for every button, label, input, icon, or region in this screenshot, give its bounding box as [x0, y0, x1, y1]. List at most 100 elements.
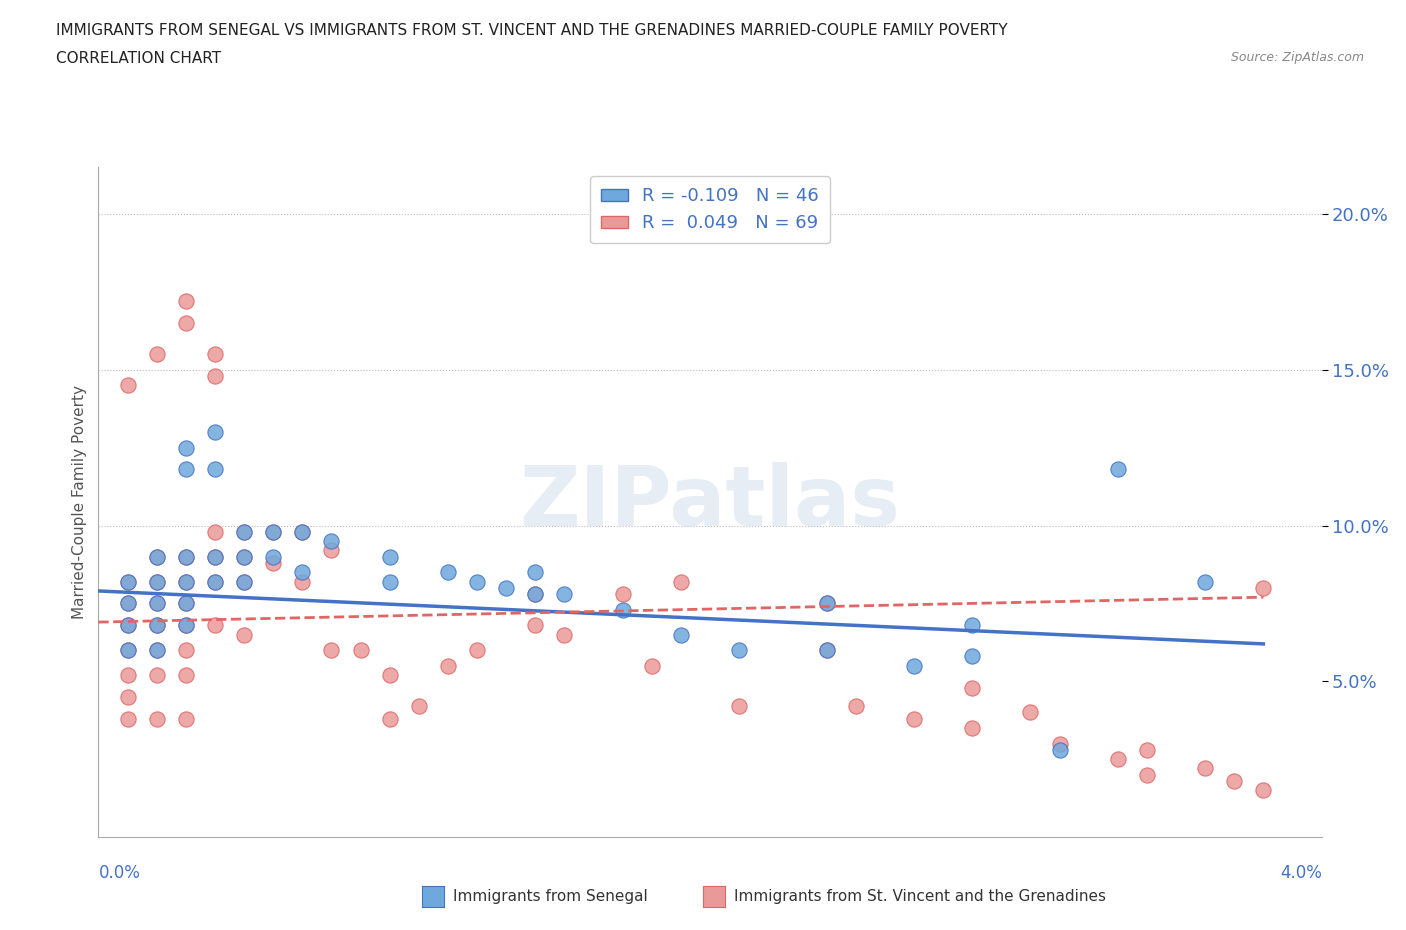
- Point: [174, 574, 197, 589]
- Point: [524, 565, 547, 579]
- Point: [641, 658, 664, 673]
- Text: IMMIGRANTS FROM SENEGAL VS IMMIGRANTS FROM ST. VINCENT AND THE GRENADINES MARRIE: IMMIGRANTS FROM SENEGAL VS IMMIGRANTS FR…: [56, 23, 1008, 38]
- Point: [204, 347, 226, 362]
- Point: [117, 574, 139, 589]
- Point: [349, 643, 371, 658]
- Point: [233, 574, 256, 589]
- Point: [262, 525, 284, 539]
- Point: [728, 698, 751, 713]
- Point: [145, 550, 167, 565]
- Point: [524, 618, 547, 632]
- Point: [960, 649, 983, 664]
- Point: [233, 525, 256, 539]
- Point: [960, 680, 983, 695]
- Point: [903, 711, 925, 726]
- Point: [145, 596, 167, 611]
- Point: [1136, 767, 1159, 782]
- Point: [815, 643, 838, 658]
- Y-axis label: Married-Couple Family Poverty: Married-Couple Family Poverty: [72, 385, 87, 619]
- Point: [1049, 737, 1071, 751]
- Point: [174, 596, 197, 611]
- Point: [612, 587, 634, 602]
- Point: [291, 574, 314, 589]
- Point: [145, 618, 167, 632]
- Point: [204, 525, 226, 539]
- Point: [378, 550, 401, 565]
- Point: [117, 643, 139, 658]
- Point: [378, 574, 401, 589]
- Point: [145, 668, 167, 683]
- Point: [174, 550, 197, 565]
- Point: [204, 618, 226, 632]
- Point: [174, 711, 197, 726]
- Point: [174, 574, 197, 589]
- Point: [117, 596, 139, 611]
- Point: [378, 668, 401, 683]
- Point: [1194, 574, 1216, 589]
- Point: [117, 596, 139, 611]
- Point: [960, 721, 983, 736]
- Point: [262, 555, 284, 570]
- Point: [408, 698, 430, 713]
- Point: [291, 525, 314, 539]
- Point: [815, 643, 838, 658]
- Point: [815, 596, 838, 611]
- Point: [145, 347, 167, 362]
- Point: [1049, 742, 1071, 757]
- Point: [233, 525, 256, 539]
- Point: [204, 574, 226, 589]
- Text: 0.0%: 0.0%: [98, 864, 141, 882]
- Point: [145, 643, 167, 658]
- Point: [117, 574, 139, 589]
- Point: [204, 462, 226, 477]
- Text: Immigrants from St. Vincent and the Grenadines: Immigrants from St. Vincent and the Gren…: [734, 889, 1107, 904]
- Point: [145, 574, 167, 589]
- Point: [378, 711, 401, 726]
- Point: [1194, 761, 1216, 776]
- Point: [145, 711, 167, 726]
- Point: [437, 565, 460, 579]
- Point: [291, 525, 314, 539]
- Point: [1223, 774, 1246, 789]
- Point: [174, 440, 197, 455]
- Point: [437, 658, 460, 673]
- Point: [174, 462, 197, 477]
- Point: [1019, 705, 1042, 720]
- Point: [495, 580, 517, 595]
- Text: Source: ZipAtlas.com: Source: ZipAtlas.com: [1230, 51, 1364, 64]
- Point: [174, 596, 197, 611]
- Point: [204, 425, 226, 440]
- Point: [145, 596, 167, 611]
- Text: ZIPatlas: ZIPatlas: [520, 461, 900, 543]
- Point: [174, 618, 197, 632]
- Point: [1253, 580, 1275, 595]
- Point: [233, 627, 256, 642]
- Point: [117, 618, 139, 632]
- Point: [233, 550, 256, 565]
- Point: [524, 587, 547, 602]
- Point: [233, 550, 256, 565]
- Point: [465, 643, 488, 658]
- Point: [233, 574, 256, 589]
- Point: [465, 574, 488, 589]
- Point: [321, 543, 343, 558]
- Point: [145, 574, 167, 589]
- Point: [145, 550, 167, 565]
- Point: [728, 643, 751, 658]
- Point: [204, 574, 226, 589]
- Point: [117, 618, 139, 632]
- Point: [1107, 751, 1129, 766]
- Point: [204, 550, 226, 565]
- Point: [117, 643, 139, 658]
- Text: 4.0%: 4.0%: [1279, 864, 1322, 882]
- Point: [174, 550, 197, 565]
- Point: [117, 378, 139, 392]
- Point: [117, 668, 139, 683]
- Point: [174, 315, 197, 330]
- Point: [145, 618, 167, 632]
- Point: [291, 565, 314, 579]
- Point: [145, 643, 167, 658]
- Point: [262, 550, 284, 565]
- Point: [845, 698, 868, 713]
- Point: [204, 368, 226, 383]
